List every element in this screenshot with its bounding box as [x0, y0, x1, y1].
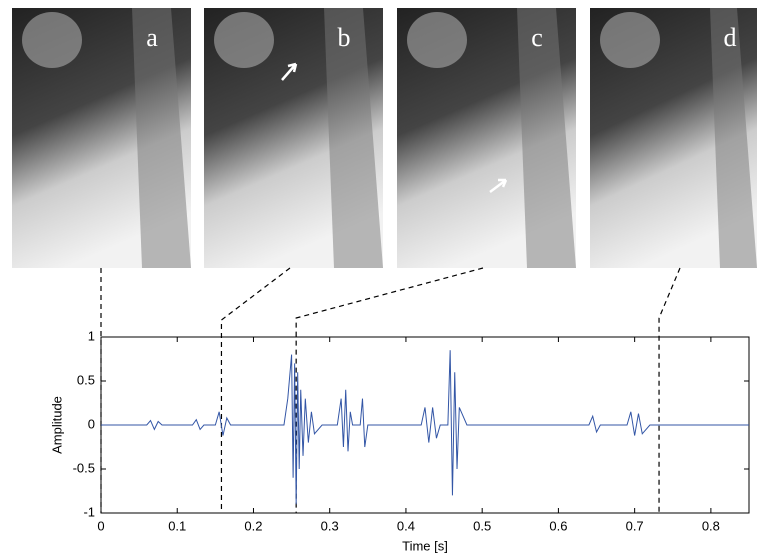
x-tick-label: 0.4 — [397, 518, 415, 533]
x-tick-label: 0.7 — [626, 518, 644, 533]
panel-label: d — [724, 23, 737, 52]
x-tick-label: 0.6 — [549, 518, 567, 533]
y-axis-title: Amplitude — [49, 396, 64, 454]
spine-shape — [324, 8, 383, 268]
x-tick-label: 0.3 — [321, 518, 339, 533]
spine-shape — [132, 8, 191, 268]
y-tick-label: 1 — [88, 328, 95, 343]
connector-line — [295, 267, 484, 513]
spine-shape — [517, 8, 576, 268]
panel-label: b — [338, 23, 351, 52]
panel-label: c — [531, 23, 543, 52]
arrow — [281, 62, 298, 81]
x-tick-label: 0.1 — [168, 518, 186, 533]
skull-shape — [214, 12, 274, 68]
x-tick-label: 0.2 — [244, 518, 262, 533]
arrow — [489, 178, 508, 193]
x-tick-label: 0.8 — [702, 518, 720, 533]
x-tick-label: 0.5 — [473, 518, 491, 533]
y-tick-label: 0 — [88, 416, 95, 431]
signal-line — [101, 350, 749, 505]
skull-shape — [600, 12, 660, 68]
panel-label: a — [146, 23, 158, 52]
spine-shape — [710, 8, 757, 268]
y-tick-label: 0.5 — [77, 372, 95, 387]
skull-shape — [22, 12, 82, 68]
skull-shape — [407, 12, 467, 68]
connector-line — [658, 267, 681, 513]
x-tick-label: 0 — [97, 518, 104, 533]
y-tick-label: -1 — [83, 504, 95, 519]
y-tick-label: -0.5 — [73, 460, 95, 475]
connector-line — [220, 267, 291, 513]
x-axis-title: Time [s] — [402, 538, 448, 553]
